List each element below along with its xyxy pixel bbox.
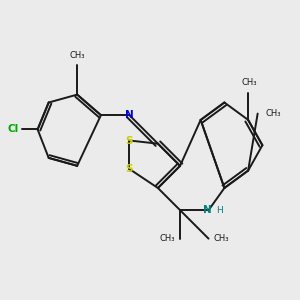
- Text: CH₃: CH₃: [242, 78, 257, 87]
- Text: N: N: [202, 205, 211, 215]
- Text: CH₃: CH₃: [266, 109, 281, 118]
- Text: Cl: Cl: [8, 124, 19, 134]
- Text: H: H: [216, 206, 223, 215]
- Text: CH₃: CH₃: [69, 51, 85, 60]
- Text: CH₃: CH₃: [160, 234, 175, 243]
- Text: N: N: [125, 110, 134, 120]
- Text: S: S: [126, 164, 133, 174]
- Text: S: S: [126, 136, 133, 146]
- Text: CH₃: CH₃: [213, 234, 229, 243]
